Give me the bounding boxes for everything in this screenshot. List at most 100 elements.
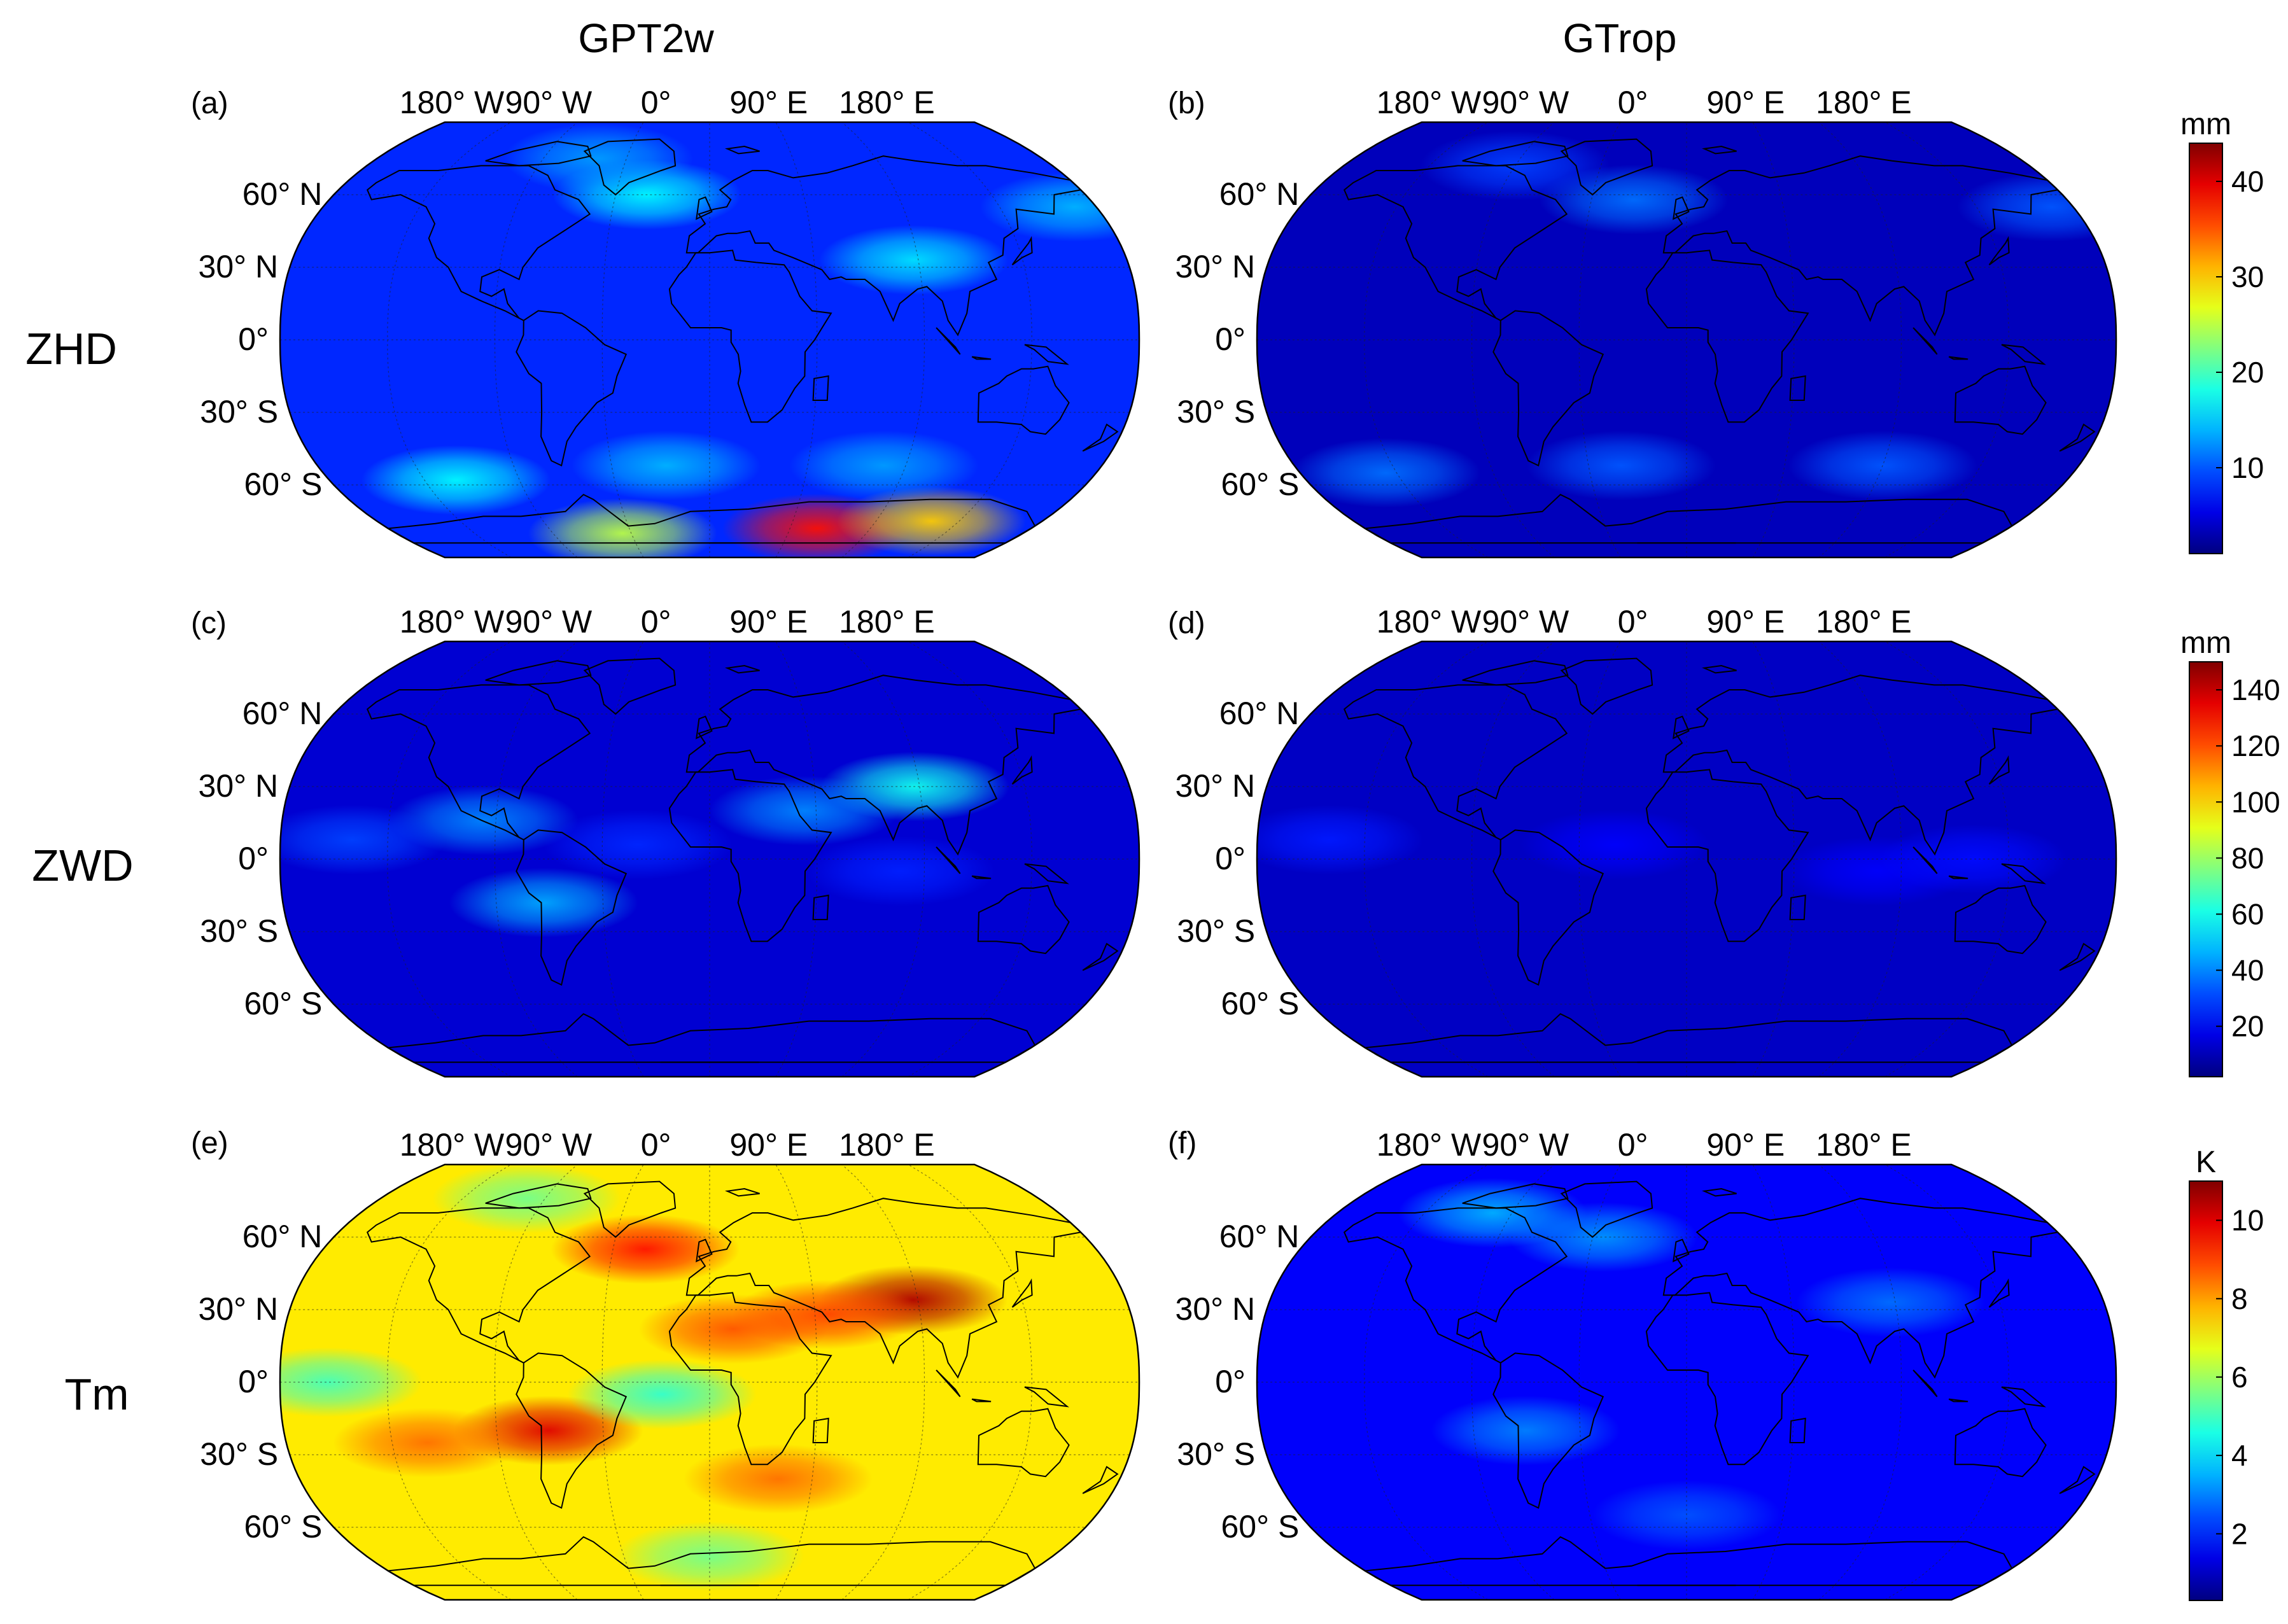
meridian	[387, 1165, 512, 1600]
anomaly-equatorial-atlantic	[567, 1359, 757, 1429]
coastline	[2059, 1466, 2096, 1494]
coastline	[977, 885, 1070, 955]
anomaly-north-pacific	[1957, 172, 2116, 242]
coastline	[1673, 1238, 1690, 1263]
longitude-label: 180° E	[839, 1127, 935, 1163]
coastline	[1024, 863, 1069, 885]
longitude-label: 90° E	[1706, 1127, 1785, 1163]
coastline	[1948, 1398, 1969, 1403]
colorbar-tick-label: 20	[2231, 1010, 2264, 1043]
anomaly-itcz-atlantic	[1520, 809, 1710, 879]
coastline	[936, 1369, 961, 1397]
coastline	[1948, 356, 1969, 360]
coastline	[696, 196, 713, 220]
coastline	[1560, 1180, 1653, 1238]
coastlines	[366, 1180, 1119, 1586]
latitude-label: 0°	[238, 841, 269, 876]
meridian	[1364, 641, 1489, 1077]
row-title-zhd: ZHD	[25, 324, 117, 374]
latitude-label: 0°	[238, 321, 269, 357]
anomaly-itcz-atlantic	[544, 809, 733, 879]
longitude-label: 90° W	[505, 1127, 593, 1163]
coastline	[977, 1408, 1070, 1478]
latitude-label: 30° N	[199, 1291, 279, 1327]
latitude-label: 60° N	[242, 696, 323, 731]
column-title-gtrop: GTrop	[1563, 15, 1677, 61]
map-panel-c: 180° W 90° W 0° 90° E 180° E 60° N 30° N 0° 30° …	[199, 604, 1140, 1078]
anomaly-southern-ocean-indian	[789, 430, 979, 501]
meridian	[841, 1165, 925, 1600]
latitude-label: 60° S	[244, 1509, 322, 1544]
map-outline	[1256, 640, 2117, 1078]
colorbar-tick-label: 140	[2231, 673, 2280, 706]
coastline	[1702, 145, 1737, 155]
coastline	[1789, 375, 1806, 401]
colorbar-tick-label: 30	[2231, 260, 2264, 293]
colorbar-tick-label: 10	[2231, 1204, 2264, 1237]
coastline	[685, 155, 1083, 337]
longitude-label: 0°	[641, 1127, 671, 1163]
panel-label: (a)	[191, 87, 228, 120]
meridian	[1752, 122, 1795, 557]
anomaly-itcz-pacific	[1257, 804, 1424, 875]
longitude-label: 90° W	[1482, 604, 1570, 640]
coastline	[1343, 684, 1568, 841]
coastline	[1662, 1198, 2060, 1379]
map-field	[280, 641, 1139, 1077]
meridian	[1471, 122, 1555, 557]
anomaly-middle-east	[732, 1279, 922, 1350]
longitude-label: 180° E	[839, 85, 935, 120]
latitude-label: 30° S	[200, 913, 278, 949]
map-panel-e: 180° W 90° W 0° 90° E 180° E 60° N 30° N 0° 30° …	[199, 1127, 1140, 1601]
latitude-label: 30° N	[1176, 1291, 1256, 1327]
colorbar-tick-label: 120	[2231, 729, 2280, 762]
longitude-label: 90° W	[505, 604, 593, 640]
coastline	[386, 493, 1036, 544]
longitude-label: 90° W	[505, 85, 593, 120]
meridian	[908, 1165, 1032, 1600]
coastline	[1673, 196, 1690, 220]
colorbar-tick-label: 10	[2231, 451, 2264, 484]
meridian	[1818, 641, 1902, 1077]
coastline	[386, 1012, 1036, 1063]
panel-label: (c)	[191, 606, 227, 640]
colorbar-unit: mm	[2180, 108, 2231, 141]
meridian	[1884, 641, 2009, 1077]
latitude-label: 60° N	[242, 176, 323, 212]
coastline	[668, 1292, 832, 1466]
colorbar-tick-label: 6	[2231, 1361, 2248, 1394]
coastline	[1024, 344, 1069, 365]
meridian	[1752, 641, 1795, 1077]
coastline	[1462, 141, 1569, 167]
latitude-label: 60° N	[242, 1219, 323, 1254]
longitude-label: 180° W	[400, 604, 505, 640]
meridian	[908, 122, 1032, 557]
colorbar-tick-label: 40	[2231, 165, 2264, 198]
longitude-label: 0°	[641, 604, 671, 640]
coastline	[1988, 235, 2010, 265]
colorbar-unit: mm	[2180, 626, 2231, 660]
longitude-label: 180° W	[400, 1127, 505, 1163]
coastline	[2001, 344, 2046, 365]
longitude-label: 180° W	[1377, 604, 1482, 640]
map-panel-a: 180° W 90° W 0° 90° E 180° E 60° N 30° N 0° 30° …	[199, 85, 1140, 559]
longitude-label: 180° E	[839, 604, 935, 640]
latitude-label: 0°	[1215, 1364, 1246, 1399]
coastlines	[366, 138, 1119, 544]
coastline	[936, 327, 961, 355]
coastline	[386, 1536, 1036, 1586]
coastline	[516, 829, 628, 986]
longitude-label: 90° E	[729, 604, 808, 640]
meridian	[1364, 1165, 1489, 1600]
coastline	[1011, 1278, 1033, 1308]
anomaly-red-sea	[710, 776, 899, 846]
latitude-label: 60° S	[1221, 1509, 1299, 1544]
coastline	[696, 715, 713, 739]
meridian	[775, 122, 818, 557]
longitude-label: 90° E	[1706, 604, 1785, 640]
colorbar-tick-label: 40	[2231, 954, 2264, 987]
latitude-label: 30° S	[1177, 913, 1255, 949]
row-title-tm: Tm	[64, 1369, 129, 1419]
latitude-label: 60° S	[244, 986, 322, 1021]
